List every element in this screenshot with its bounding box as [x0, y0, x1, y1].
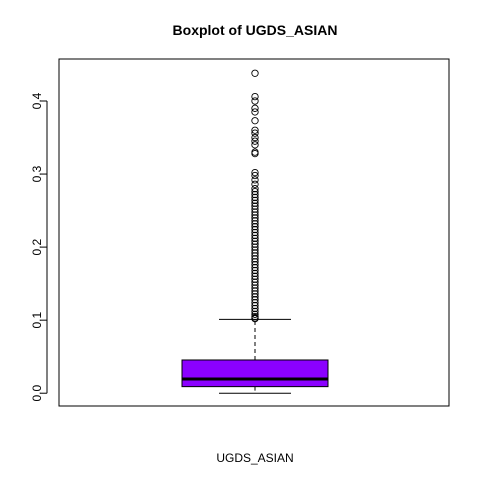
- y-tick-label: 0.4: [30, 92, 44, 109]
- outlier-point: [251, 278, 259, 286]
- outlier-point: [251, 199, 259, 207]
- outlier-point: [251, 301, 259, 310]
- outlier-point: [251, 137, 259, 145]
- outlier-point: [251, 133, 259, 142]
- outlier-point: [251, 246, 259, 254]
- outlier-point: [251, 129, 259, 137]
- outlier-group: [251, 69, 259, 323]
- outlier-point: [251, 168, 259, 177]
- outlier-point: [251, 185, 259, 193]
- outlier-point: [251, 263, 259, 272]
- outlier-point: [251, 310, 259, 318]
- outlier-point: [251, 243, 259, 251]
- outlier-point: [251, 208, 259, 216]
- outlier-point: [251, 141, 259, 149]
- outlier-point: [251, 176, 259, 184]
- outlier-point: [251, 298, 259, 307]
- outlier-point: [251, 97, 259, 105]
- outlier-point: [251, 149, 259, 158]
- outlier-point: [251, 255, 259, 263]
- outlier-point: [251, 214, 259, 222]
- x-axis-label: UGDS_ASIAN: [216, 451, 293, 465]
- y-tick-label: 0.1: [30, 311, 44, 328]
- box-group: [181, 318, 329, 394]
- outlier-point: [251, 272, 259, 280]
- outlier-point: [251, 315, 259, 323]
- outlier-point: [251, 287, 259, 295]
- outlier-point: [251, 290, 259, 298]
- outlier-point: [251, 211, 259, 219]
- outlier-point: [251, 258, 259, 266]
- outlier-point: [251, 296, 259, 304]
- outlier-point: [251, 260, 259, 269]
- y-tick-label: 0.2: [30, 238, 44, 255]
- outlier-point: [251, 126, 259, 134]
- y-tick-label: 0.3: [30, 165, 44, 182]
- outlier-point: [251, 281, 259, 289]
- outlier-point: [251, 92, 259, 101]
- outlier-point: [251, 275, 259, 283]
- outlier-point: [251, 252, 259, 260]
- outlier-point: [251, 220, 259, 228]
- y-tick-label: 0.0: [30, 385, 44, 402]
- outlier-point: [251, 117, 259, 125]
- outlier-point: [251, 187, 259, 196]
- plot-frame: [58, 58, 450, 407]
- outlier-point: [251, 234, 259, 242]
- outlier-point: [251, 196, 259, 205]
- outlier-point: [251, 108, 259, 116]
- outlier-point: [251, 104, 259, 112]
- outlier-point: [251, 237, 259, 245]
- outlier-point: [251, 217, 259, 225]
- outlier-point: [251, 228, 259, 237]
- outlier-point: [251, 293, 259, 301]
- outlier-point: [251, 304, 259, 313]
- outlier-point: [251, 269, 259, 278]
- outlier-point: [251, 180, 259, 188]
- outlier-point: [251, 190, 259, 199]
- outlier-point: [251, 249, 259, 257]
- outlier-point: [251, 69, 259, 77]
- outlier-point: [251, 171, 259, 180]
- outlier-point: [251, 240, 259, 248]
- outlier-point: [251, 284, 259, 292]
- outlier-point: [251, 231, 259, 240]
- y-axis: 0.0 0.1 0.2 0.3 0.4: [30, 92, 48, 402]
- outlier-point: [251, 266, 259, 275]
- iqr-box: [181, 359, 329, 388]
- chart-title: Boxplot of UGDS_ASIAN: [173, 22, 338, 38]
- outlier-point: [251, 148, 259, 156]
- outlier-point: [251, 202, 259, 210]
- outlier-point: [251, 225, 259, 234]
- outlier-point: [251, 205, 259, 213]
- outlier-point: [251, 223, 259, 231]
- outlier-point: [251, 193, 259, 202]
